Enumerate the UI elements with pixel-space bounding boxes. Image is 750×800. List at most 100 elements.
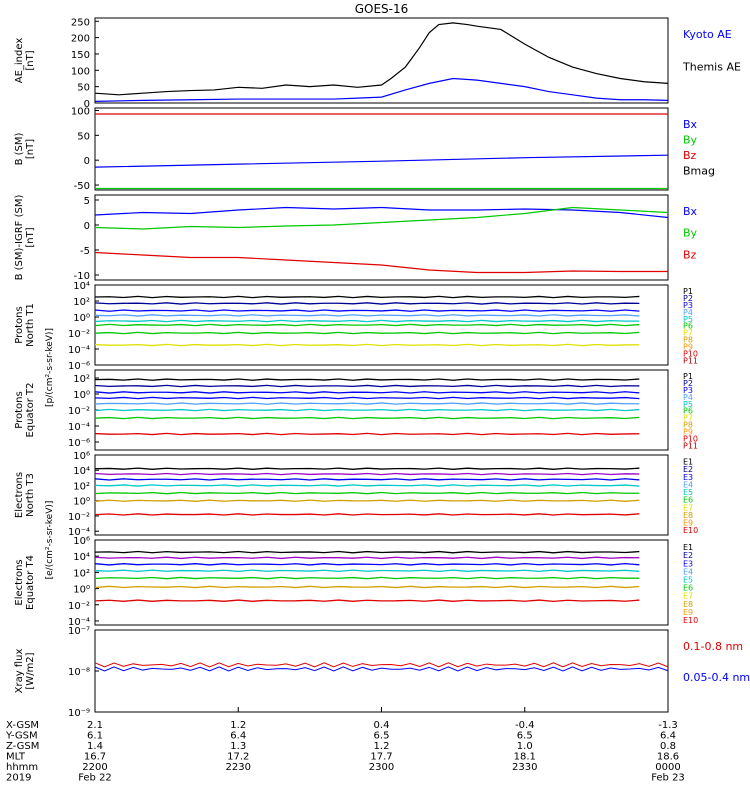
legend-label: P10 [683, 435, 698, 444]
ytick-label: -5 [80, 246, 90, 257]
legend-label: Themis AE [682, 61, 741, 74]
series-line-By [94, 206, 669, 230]
flux-channel-line [94, 396, 640, 400]
legend-label: E4 [683, 480, 693, 489]
legend-label: E10 [683, 616, 698, 625]
series-line-Kyoto-AE [94, 77, 669, 102]
footer-value: 2230 [226, 762, 251, 773]
flux-channel-line [94, 472, 640, 476]
panel-frame-b_minus_igrf [94, 194, 669, 281]
flux-channel-line [94, 384, 640, 388]
ytick-label: 10⁰ [73, 497, 90, 508]
ytick-label: 100 [71, 106, 90, 117]
ytick-label: 10² [73, 374, 90, 385]
footer-value: 1.2 [374, 741, 390, 752]
ytick-label: 10⁻⁴ [68, 617, 90, 628]
series-line-Themis-AE [94, 22, 669, 96]
legend-label: 0.05-0.4 nm [683, 671, 750, 684]
flux-channel-line [94, 499, 640, 502]
ytick-label: 10⁻² [68, 512, 90, 523]
ylabel: B (SM)-IGRF (SM) [14, 195, 25, 281]
ylabel: AE_index [14, 38, 25, 84]
footer-value: 18.1 [514, 752, 536, 763]
footer-row-label: 2019 [6, 773, 31, 784]
legend-label: E5 [683, 575, 693, 584]
ytick-label: 10⁶ [73, 536, 90, 547]
legend-label: E3 [683, 559, 693, 568]
legend-label: P2 [683, 379, 693, 388]
legend-label: P3 [683, 301, 693, 310]
footer-row-label: Y-GSM [5, 731, 38, 742]
ytick-label: 10⁻² [68, 406, 90, 417]
flux-channel-line [94, 491, 640, 495]
legend-label: P5 [683, 400, 693, 409]
legend-label: E6 [683, 496, 693, 505]
footer-value: Feb 22 [78, 773, 112, 784]
flux-channel-line [94, 314, 640, 317]
ytick-label: 10⁴ [73, 281, 90, 292]
legend-label: E2 [683, 465, 693, 474]
legend-label: E9 [683, 519, 693, 528]
footer-value: 6.4 [660, 731, 676, 742]
flux-channel-line [94, 295, 640, 299]
legend-label: P1 [683, 287, 693, 296]
flux-channel-line [94, 599, 640, 602]
footer-value: 18.6 [657, 752, 679, 763]
flux-channel-line [94, 484, 640, 487]
series-line-Bx [94, 154, 669, 168]
ylabel: [nT] [25, 227, 36, 247]
footer-row-label: MLT [6, 752, 26, 763]
flux-channel-line [94, 309, 640, 312]
legend-label: Bz [683, 149, 697, 162]
footer-value: -0.4 [515, 720, 535, 731]
panel-frame-electrons_t4 [94, 539, 669, 626]
ytick-label: 50 [77, 131, 90, 142]
ylabel: B (SM) [14, 132, 25, 165]
flux-channel-line [94, 416, 640, 420]
ytick-label: -50 [74, 181, 90, 192]
ytick-label: 10⁻⁶ [68, 438, 90, 449]
ytick-label: 50 [77, 83, 90, 94]
footer-value: 6.5 [517, 731, 533, 742]
legend-label: E4 [683, 567, 693, 576]
footer-value: 6.4 [230, 731, 246, 742]
legend-label: P1 [683, 372, 693, 381]
ylabel: [nT] [25, 139, 36, 159]
ytick-label: 10⁻² [68, 329, 90, 340]
legend-label: Bmag [683, 165, 715, 178]
legend-label: P6 [683, 322, 693, 331]
flux-channel-line [94, 556, 640, 560]
ytick-label: 10⁶ [73, 451, 90, 462]
legend-label: By [683, 134, 698, 147]
legend-label: E2 [683, 551, 693, 560]
legend-label: P4 [683, 393, 693, 402]
footer-value: 1.3 [230, 741, 246, 752]
legend-label: P11 [683, 442, 698, 451]
ytick-label: 200 [71, 34, 90, 45]
ytick-label: 10⁴ [73, 552, 90, 563]
footer-value: 2300 [369, 762, 394, 773]
ytick-label: 10⁻² [68, 601, 90, 612]
footer-value: 2.1 [87, 720, 103, 731]
units-label: [e/(cm²-s-sr-keV)] [45, 501, 55, 580]
ytick-label: 10⁻⁴ [68, 345, 90, 356]
ytick-label: 10⁰ [73, 585, 90, 596]
legend-label: P9 [683, 343, 693, 352]
flux-channel-line [94, 513, 640, 516]
flux-channel-line [94, 331, 640, 335]
flux-channel-line [94, 408, 640, 412]
ytick-label: 150 [71, 50, 90, 61]
flux-channel-line [94, 432, 640, 436]
chart-title: GOES-16 [355, 2, 409, 16]
flux-channel-line [94, 302, 640, 305]
footer-value: 1.4 [87, 741, 103, 752]
footer-value: 6.1 [87, 731, 103, 742]
legend-label: Bz [683, 248, 697, 261]
series-line-Bx [94, 206, 669, 219]
flux-channel-line [94, 323, 640, 327]
flux-channel-line [94, 550, 640, 554]
legend-label: P5 [683, 315, 693, 324]
ytick-label: 0 [84, 156, 90, 167]
flux-channel-line [94, 402, 640, 405]
